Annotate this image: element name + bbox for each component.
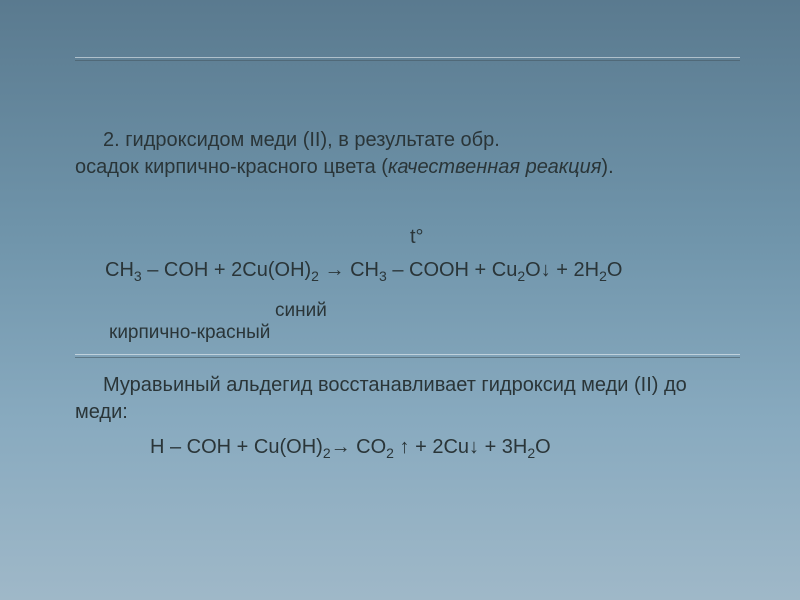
paragraph-2: Муравьиный альдегид восстанавливает гидр… — [75, 372, 740, 426]
color-label-blue: синий — [275, 300, 740, 322]
equation-2: H – COH + Cu(OH)2→ CO2 ↑ + 2Cu↓ + 3H2O — [75, 434, 740, 461]
slide-content: 2. гидроксидом меди (II), в результате о… — [0, 0, 800, 600]
color-label-red: кирпично-красный — [109, 322, 740, 344]
temperature-symbol: t° — [410, 226, 740, 249]
equation-1: CH3 – COH + 2Cu(OH)2 → CH3 – COOH + Cu2O… — [75, 257, 740, 284]
paragraph-1: 2. гидроксидом меди (II), в результате о… — [75, 73, 740, 208]
mid-divider — [75, 354, 740, 358]
para1-line2: осадок кирпично-красного цвета ( — [75, 156, 388, 178]
top-divider — [75, 57, 740, 61]
para1-close: ). — [601, 156, 613, 178]
para1-italic: качественная реакция — [388, 156, 601, 178]
para1-line1: 2. гидроксидом меди (II), в результате о… — [75, 127, 740, 154]
